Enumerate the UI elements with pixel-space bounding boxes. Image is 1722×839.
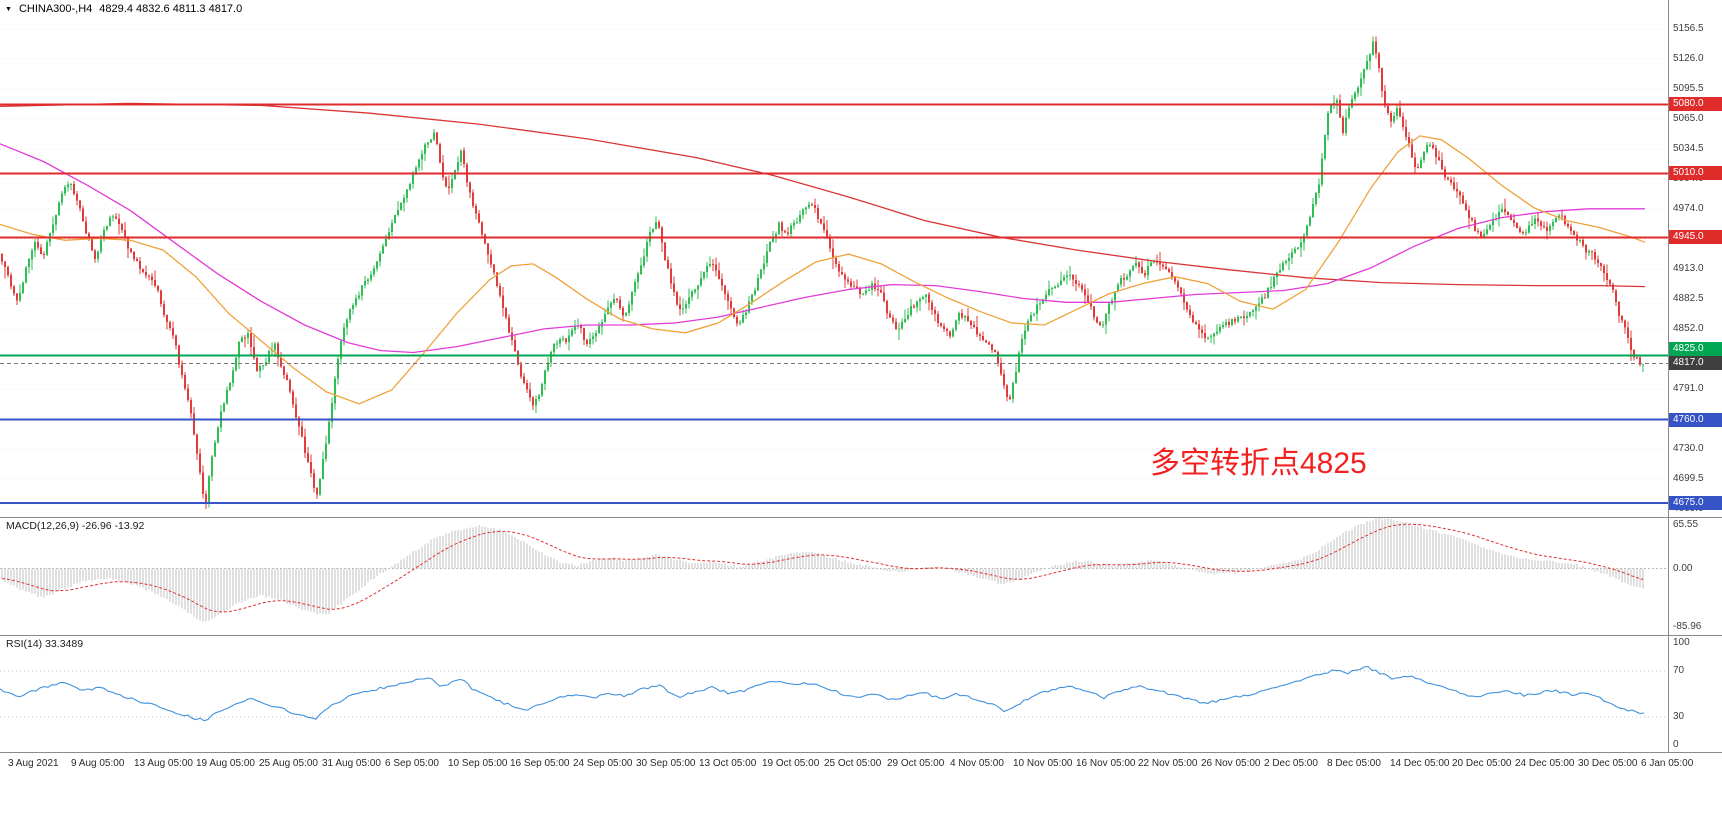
time-axis-tick: 13 Aug 05:00: [134, 758, 193, 769]
time-axis-tick: 26 Nov 05:00: [1201, 758, 1261, 769]
time-axis-tick: 30 Dec 05:00: [1578, 758, 1638, 769]
rsi-axis-tick: 70: [1673, 665, 1685, 676]
macd-indicator-panel[interactable]: MACD(12,26,9) -26.96 -13.92: [0, 518, 1668, 635]
time-axis-tick: 6 Jan 05:00: [1641, 758, 1694, 769]
price-axis-tick: 5065.0: [1673, 113, 1704, 124]
symbol-ohlc-line: ▼ CHINA300-,H4 4829.4 4832.6 4811.3 4817…: [5, 3, 242, 15]
price-level-badge: 4760.0: [1669, 413, 1722, 427]
macd-axis-tick: 0.00: [1673, 563, 1693, 574]
current-price-badge: 4817.0: [1669, 356, 1722, 370]
price-axis-tick: 4730.0: [1673, 443, 1704, 454]
time-axis-tick: 20 Dec 05:00: [1452, 758, 1512, 769]
time-axis-tick: 16 Nov 05:00: [1076, 758, 1136, 769]
time-axis-tick: 16 Sep 05:00: [510, 758, 570, 769]
rsi-axis-tick: 0: [1673, 739, 1679, 750]
price-level-badge: 4825.0: [1669, 342, 1722, 356]
price-axis-tick: 5126.0: [1673, 53, 1704, 64]
time-axis-tick: 2 Dec 05:00: [1264, 758, 1318, 769]
price-axis-tick: 4699.5: [1673, 473, 1704, 484]
rsi-canvas[interactable]: [0, 636, 1668, 752]
macd-axis-tick: 65.55: [1673, 519, 1699, 530]
chart-annotation-text: 多空转折点4825: [1150, 447, 1367, 480]
time-axis-tick: 24 Sep 05:00: [573, 758, 633, 769]
time-axis-tick: 31 Aug 05:00: [322, 758, 381, 769]
time-axis-tick: 10 Nov 05:00: [1013, 758, 1073, 769]
time-axis-tick: 6 Sep 05:00: [385, 758, 439, 769]
rsi-indicator-panel[interactable]: RSI(14) 33.3489: [0, 636, 1668, 752]
price-level-badge: 5010.0: [1669, 166, 1722, 180]
ohlc-values: 4829.4 4832.6 4811.3 4817.0: [99, 3, 243, 15]
time-axis-tick: 9 Aug 05:00: [71, 758, 125, 769]
time-axis-tick: 19 Aug 05:00: [196, 758, 255, 769]
price-chart-panel[interactable]: ▼ CHINA300-,H4 4829.4 4832.6 4811.3 4817…: [0, 0, 1668, 517]
price-chart-canvas[interactable]: [0, 0, 1668, 517]
time-axis-tick: 22 Nov 05:00: [1138, 758, 1198, 769]
price-axis-tick: 4791.0: [1673, 383, 1704, 394]
rsi-axis-tick: 30: [1673, 711, 1685, 722]
symbol-dropdown-icon[interactable]: ▼: [5, 5, 12, 13]
macd-axis-tick: -85.96: [1673, 621, 1702, 632]
price-axis-tick: 5156.5: [1673, 23, 1704, 34]
time-axis-tick: 10 Sep 05:00: [448, 758, 508, 769]
time-axis[interactable]: 3 Aug 2021 9 Aug 05:00 13 Aug 05:00 19 Aug …: [0, 753, 1722, 779]
time-axis-tick: 8 Dec 05:00: [1327, 758, 1381, 769]
time-axis-tick: 25 Oct 05:00: [824, 758, 882, 769]
price-axis-tick: 4882.5: [1673, 293, 1704, 304]
price-level-badge: 4945.0: [1669, 230, 1722, 244]
price-level-badge: 5080.0: [1669, 97, 1722, 111]
price-axis-tick: 5095.5: [1673, 83, 1704, 94]
time-axis-tick: 14 Dec 05:00: [1390, 758, 1450, 769]
time-axis-tick: 19 Oct 05:00: [762, 758, 820, 769]
time-axis-tick: 3 Aug 2021: [8, 758, 59, 769]
price-level-badge: 4675.0: [1669, 496, 1722, 510]
price-axis-tick: 4852.0: [1673, 323, 1704, 334]
symbol-name: CHINA300-,H4: [18, 3, 93, 15]
time-axis-tick: 4 Nov 05:00: [950, 758, 1004, 769]
price-axis-tick: 4974.0: [1673, 203, 1704, 214]
time-axis-tick: 30 Sep 05:00: [636, 758, 696, 769]
macd-canvas[interactable]: [0, 518, 1668, 635]
panel-separator[interactable]: [0, 635, 1722, 636]
price-axis-tick: 5034.5: [1673, 143, 1704, 154]
price-axis[interactable]: 5156.55126.05095.55065.05034.55004.04974…: [1668, 0, 1722, 753]
panel-separator[interactable]: [0, 752, 1722, 753]
time-axis-tick: 24 Dec 05:00: [1515, 758, 1575, 769]
time-axis-tick: 25 Aug 05:00: [259, 758, 318, 769]
time-axis-tick: 29 Oct 05:00: [887, 758, 945, 769]
panel-separator[interactable]: [0, 517, 1722, 518]
time-axis-tick: 13 Oct 05:00: [699, 758, 757, 769]
rsi-label: RSI(14) 33.3489: [6, 638, 84, 650]
macd-label: MACD(12,26,9) -26.96 -13.92: [6, 520, 145, 532]
price-axis-tick: 4913.0: [1673, 263, 1704, 274]
rsi-axis-tick: 100: [1673, 637, 1690, 648]
